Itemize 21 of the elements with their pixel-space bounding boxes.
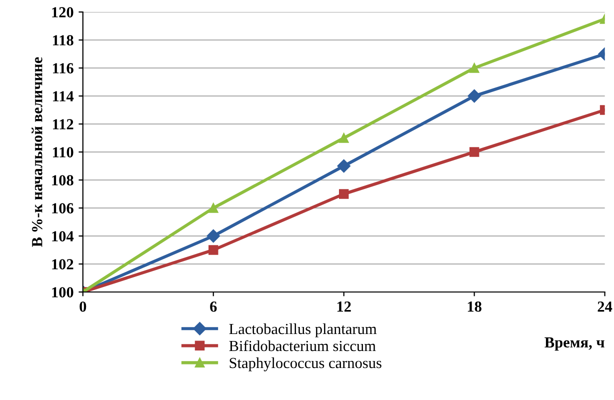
y-tick-label: 112 [53, 119, 74, 130]
x-tick-label: 0 [80, 301, 86, 312]
y-tick-label: 108 [52, 175, 74, 186]
y-tick-label: 116 [53, 63, 74, 74]
y-tick-label: 114 [53, 91, 74, 102]
x-tick-label: 24 [598, 302, 612, 312]
y-tick-label: 102 [52, 259, 74, 270]
y-axis-title: В %-к начальной величине [32, 57, 42, 247]
y-tick-label: 110 [53, 147, 74, 158]
x-tick-label: 12 [337, 302, 351, 312]
legend-label: Bifidobacterium siccum [229, 340, 376, 352]
legend-label: Lactobacillus plantarum [229, 323, 377, 338]
legend-label: Staphylococcus carnosus [230, 357, 382, 372]
x-tick-label: 18 [468, 301, 482, 312]
x-tick-label: 6 [210, 302, 217, 312]
y-tick-label: 118 [53, 35, 74, 46]
y-tick-label: 100 [52, 287, 74, 298]
y-tick-label: 106 [52, 203, 74, 214]
y-tick-label: 104 [52, 231, 74, 242]
y-tick-label: 120 [52, 7, 74, 18]
x-axis-title: Время, ч [544, 337, 604, 351]
